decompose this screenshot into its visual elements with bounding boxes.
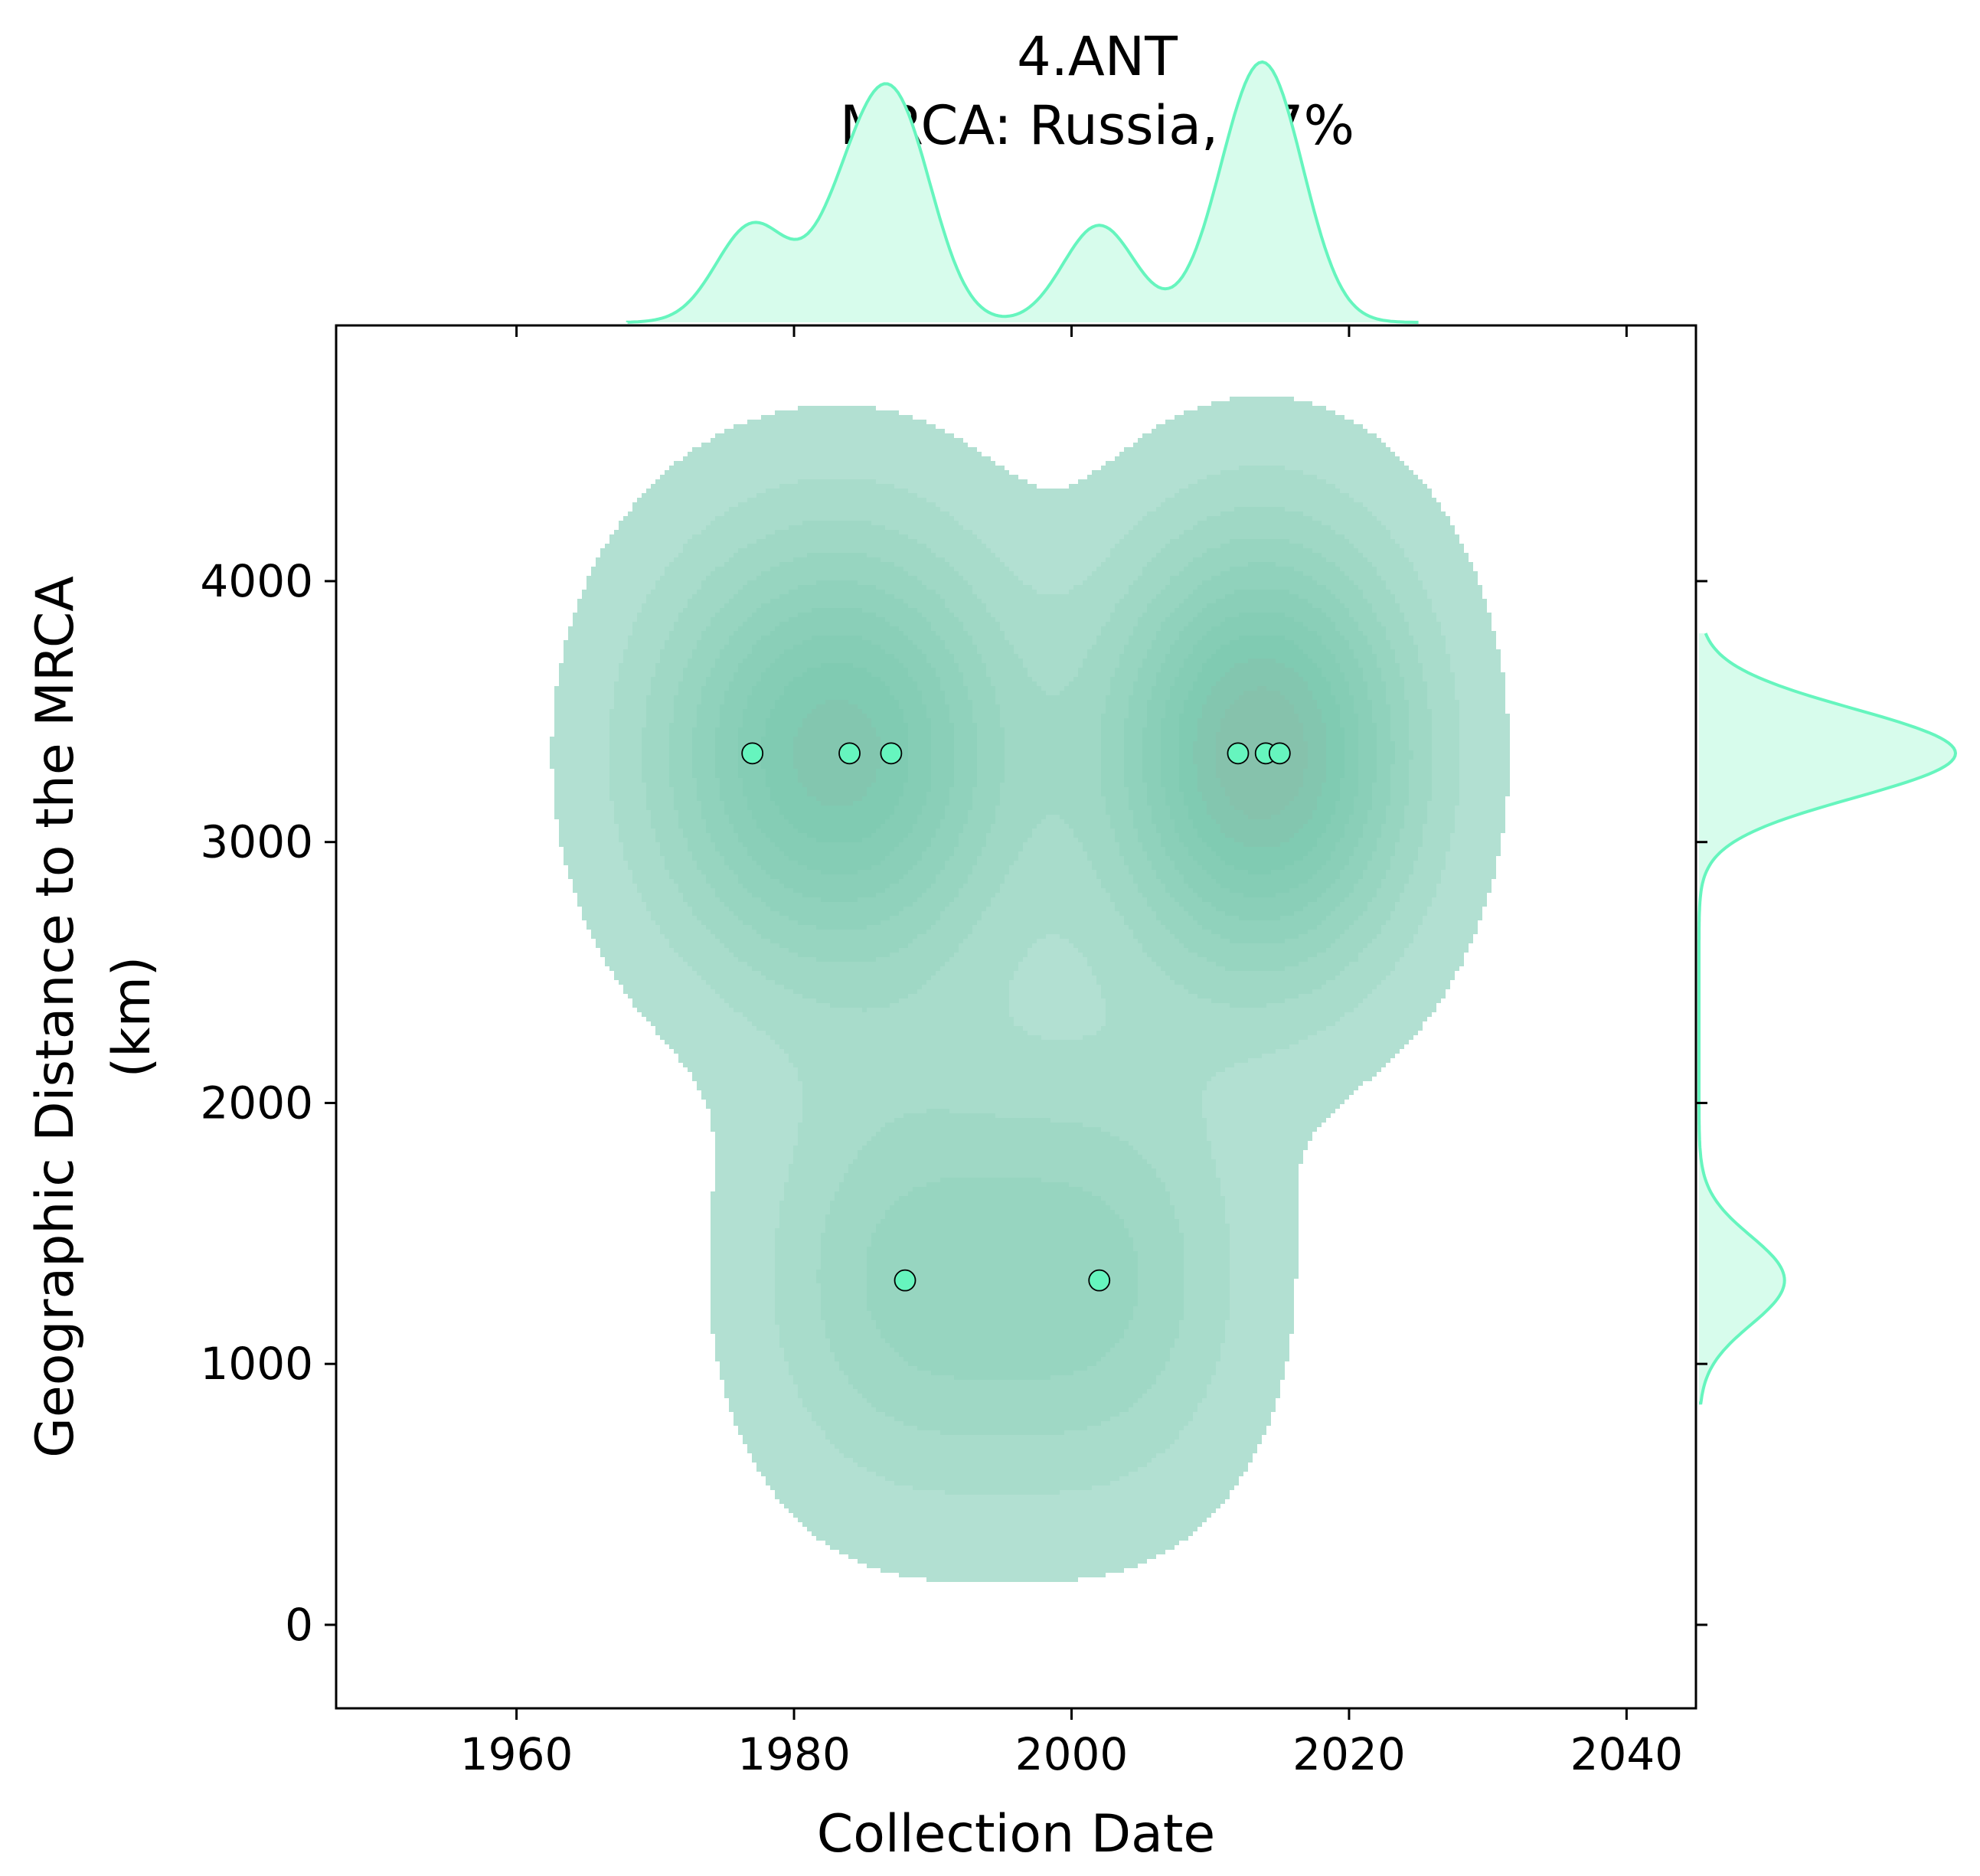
x-marginal-fill [627, 62, 1419, 322]
y-marginal-curve [1697, 632, 1958, 1405]
y-axis-label-line-2: (km) [102, 956, 162, 1078]
kde-contour-level-8 [761, 636, 1345, 874]
data-point-1 [741, 742, 764, 765]
y-tick-label-2: 1000 [200, 1338, 313, 1390]
kde-contour-level-9 [793, 659, 1326, 847]
kde-contour-level-5 [692, 562, 1395, 943]
x-tick-label-2: 1980 [737, 1728, 851, 1780]
x-axis-ticks: 1960 1980 2000 2020 2040 [460, 325, 1683, 1780]
x-tick-label-5: 2040 [1570, 1728, 1684, 1780]
kde-contour-level-2 [609, 466, 1459, 1495]
data-points [741, 742, 1291, 1292]
x-marginal-curve [626, 60, 1419, 324]
y-tick-label-4: 3000 [200, 816, 313, 868]
data-point-5 [1088, 1269, 1111, 1292]
y-marginal-density [1697, 632, 1958, 1405]
x-tick-label-4: 2020 [1292, 1728, 1406, 1780]
y-axis-label: Geographic Distance to the MRCA (km) [25, 576, 162, 1458]
x-axis-label: Collection Date [817, 1804, 1216, 1865]
kde-contour-level-7 [738, 613, 1358, 897]
data-point-3 [880, 742, 903, 765]
x-tick-label-1: 1960 [460, 1728, 573, 1780]
data-point-2 [838, 742, 861, 765]
kde-density-contours [550, 397, 1510, 1582]
data-point-4 [894, 1269, 916, 1292]
y-axis-ticks: 0 1000 2000 3000 4000 [200, 555, 1707, 1651]
y-marginal-fill [1699, 633, 1955, 1404]
y-tick-label-3: 2000 [200, 1077, 313, 1129]
kde-contour-level-6 [715, 590, 1377, 920]
x-marginal-density [626, 60, 1419, 324]
y-axis-label-line-1: Geographic Distance to the MRCA [25, 576, 86, 1458]
y-tick-label-5: 4000 [200, 555, 313, 607]
x-tick-label-3: 2000 [1015, 1728, 1129, 1780]
plot-frame [335, 324, 1697, 1710]
kde-contour-level-3 [642, 507, 1432, 1435]
data-point-8 [1268, 742, 1291, 765]
kde-contour-level-1 [550, 397, 1510, 1582]
chart-title-line-1: 4.ANT [1017, 25, 1178, 88]
data-point-6 [1227, 742, 1250, 765]
y-tick-label-1: 0 [285, 1599, 313, 1651]
